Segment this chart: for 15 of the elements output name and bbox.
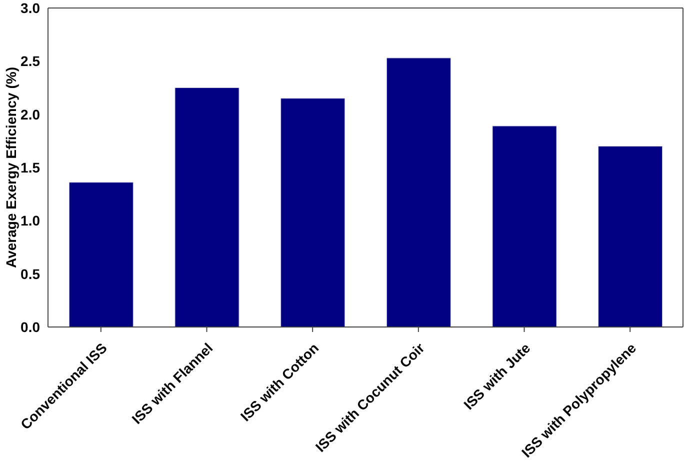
bar	[492, 126, 557, 327]
y-tick-label: 0.0	[20, 318, 40, 335]
bar	[280, 98, 346, 327]
bar	[68, 182, 134, 327]
bar	[598, 146, 663, 327]
x-tick-label: ISS with Jute	[460, 340, 534, 413]
y-tick-label: 0.5	[20, 266, 40, 282]
y-tick-label: 1.0	[20, 212, 40, 229]
y-tick-label: 3.0	[20, 0, 40, 16]
y-axis-title: Average Exergy Efficiency (%)	[3, 66, 19, 268]
y-tick-label: 1.5	[20, 159, 40, 176]
bar	[386, 58, 451, 327]
y-tick-label: 2.5	[20, 53, 40, 70]
y-tick-label: 2.0	[20, 106, 40, 122]
bar	[174, 88, 240, 327]
